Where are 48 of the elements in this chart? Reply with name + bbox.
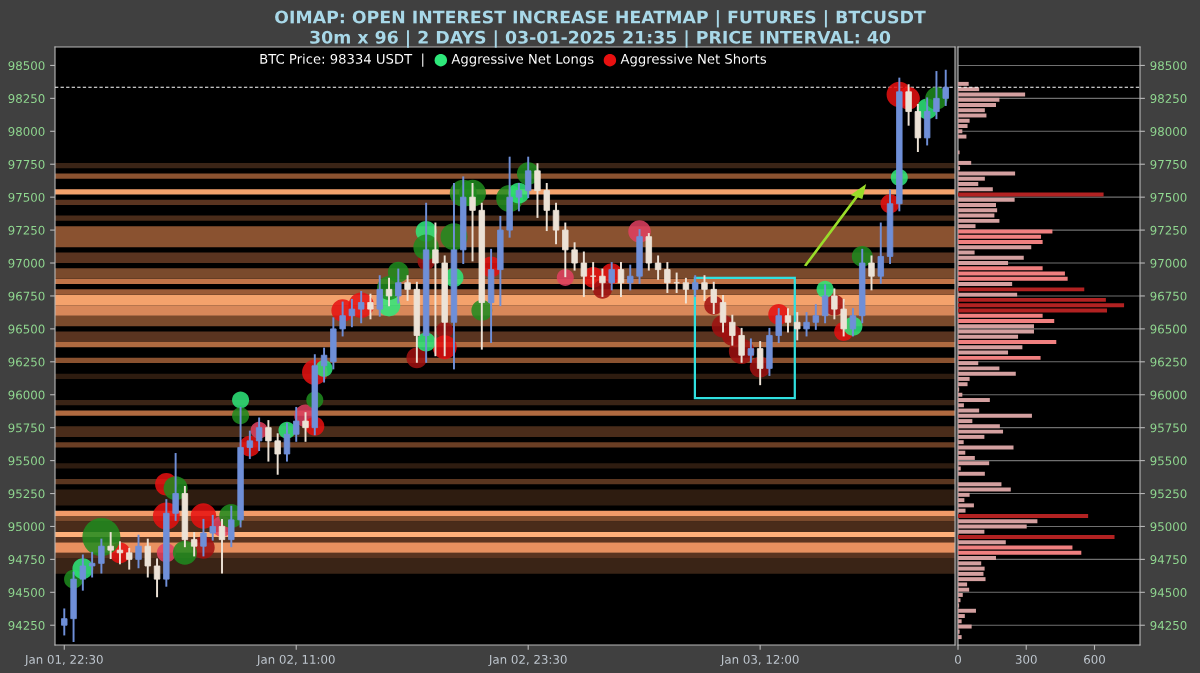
y-tick-label: 97250 <box>1150 225 1187 235</box>
y-tick-label: 96750 <box>8 291 45 301</box>
y-tick-label: 95750 <box>8 423 45 433</box>
chart-subtitle: 30m x 96 | 2 DAYS | 03-01-2025 21:35 | PRICE INTERVAL: 40 <box>310 30 891 48</box>
y-tick-label: 98500 <box>1150 61 1187 71</box>
y-tick-label: 94750 <box>8 555 45 565</box>
y-tick-label: 95000 <box>8 522 45 532</box>
x-tick-label: Jan 02, 11:00 <box>256 654 335 667</box>
x-tick-label: Jan 02, 23:30 <box>488 654 567 667</box>
y-tick-label: 98250 <box>1150 94 1187 104</box>
x-tick-label: Jan 03, 12:00 <box>720 654 799 667</box>
y-tick-label: 95500 <box>1150 456 1187 466</box>
y-tick-label: 97000 <box>8 258 45 268</box>
y-tick-label: 96000 <box>8 390 45 400</box>
y-tick-label: 98250 <box>8 94 45 104</box>
legend-label: Aggressive Net Longs <box>451 53 594 67</box>
y-tick-label: 96500 <box>8 324 45 334</box>
legend-label: Aggressive Net Shorts <box>620 53 767 67</box>
y-tick-label: 96500 <box>1150 324 1187 334</box>
y-tick-label: 94500 <box>8 588 45 597</box>
y-tick-label: 94750 <box>1150 555 1187 565</box>
y-tick-label: 96250 <box>1150 357 1187 367</box>
y-tick-label: 97500 <box>1150 192 1187 202</box>
y-tick-label: 97750 <box>8 159 45 169</box>
y-tick-label: 96000 <box>1150 390 1187 400</box>
y-tick-label: 94250 <box>1150 620 1187 630</box>
y-tick-label: 94250 <box>8 620 45 630</box>
x-tick-label: 300 <box>1015 654 1037 664</box>
y-tick-label: 97000 <box>1150 258 1187 268</box>
y-tick-label: 98500 <box>8 61 45 71</box>
y-tick-label: 98000 <box>8 127 45 136</box>
y-tick-label: 96250 <box>8 357 45 367</box>
chart-title: OIMAP: OPEN INTEREST INCREASE HEATMAP | FUTURES | BTCUSDT <box>275 10 926 28</box>
y-tick-label: 95000 <box>1150 522 1187 532</box>
x-tick-label: 600 <box>1084 654 1105 664</box>
y-tick-label: 97250 <box>8 225 45 235</box>
y-tick-label: 95250 <box>8 489 45 499</box>
y-tick-label: 97750 <box>1150 159 1187 169</box>
y-tick-label: 95750 <box>1150 423 1187 433</box>
x-tick-label: 0 <box>955 654 961 664</box>
y-tick-label: 95500 <box>8 456 45 466</box>
y-tick-label: 98000 <box>1150 127 1187 136</box>
y-tick-label: 95250 <box>1150 489 1187 499</box>
annotation: BTC Price: 98334 USDT | <box>260 53 424 67</box>
x-tick-label: Jan 01, 22:30 <box>24 654 103 667</box>
y-tick-label: 96750 <box>1150 291 1187 301</box>
y-tick-label: 97500 <box>8 192 45 202</box>
y-tick-label: 94500 <box>1150 588 1187 597</box>
